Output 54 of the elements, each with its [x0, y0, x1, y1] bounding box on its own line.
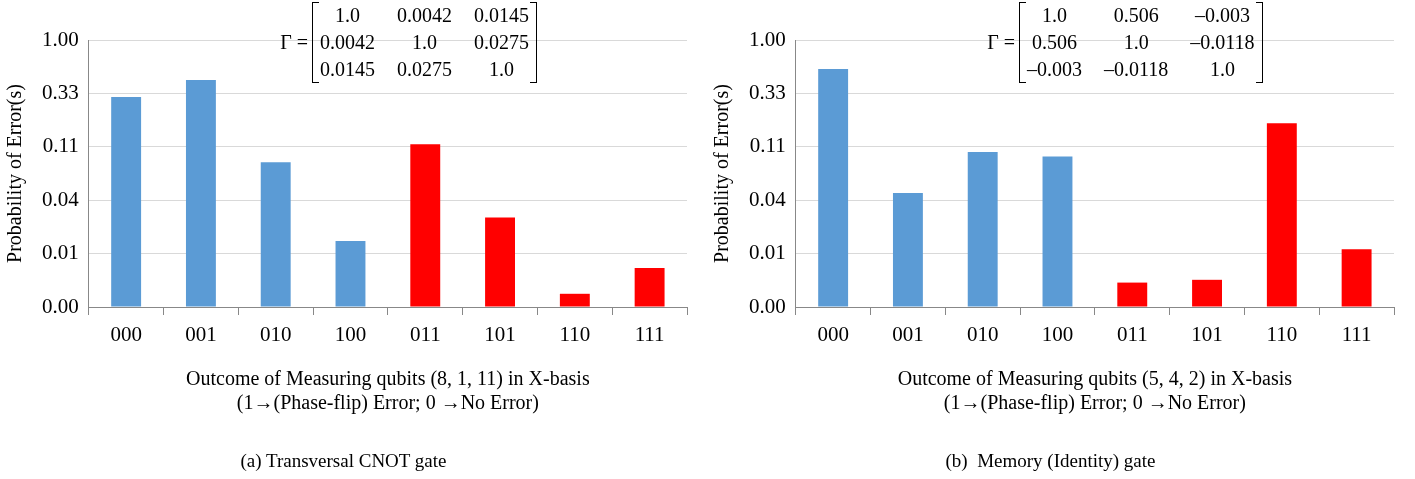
x-tick-label: 001 [892, 322, 924, 347]
x-tick-label: 010 [259, 322, 292, 347]
text: –0.003 [1193, 4, 1251, 27]
x-tick-label: 111 [634, 322, 665, 347]
text: (a) Transversal CNOT gate [240, 449, 447, 472]
y-tick-label: 0.11 [749, 133, 786, 158]
annotation: 0.0275 [397, 58, 453, 81]
y-tick-label: 1.00 [749, 26, 786, 51]
x-tick-label: 100 [334, 322, 367, 347]
y-axis-title: Probability of Error(s) [710, 84, 734, 263]
x-tick-label: 110 [559, 322, 591, 347]
text: 0.0145 [474, 4, 530, 27]
y-tick-label: 0.04 [42, 186, 80, 211]
annotation: 0.0275 [474, 31, 530, 54]
annotation: 1.0 [1122, 31, 1150, 54]
x-tick-label: 001 [185, 322, 217, 347]
x-tick-label: 000 [817, 322, 849, 347]
y-tick-label: 0.33 [42, 79, 79, 104]
annotation: –0.0118 [1190, 31, 1255, 54]
x-tick-label: 101 [1191, 322, 1223, 347]
annotation: 0.0042 [320, 31, 376, 54]
text: 1.0 [1041, 4, 1069, 27]
y-tick-label: 0.01 [749, 240, 786, 265]
annotation: 1.0 [488, 58, 516, 81]
x-tick-label: 010 [966, 322, 999, 347]
text: 0.0042 [397, 4, 453, 27]
annotation: 0.506 [1031, 31, 1079, 54]
annotation: Γ = [280, 31, 309, 54]
x-tick-label: 000 [110, 322, 142, 347]
y-tick-label: 1.00 [42, 26, 79, 51]
x-tick-label: 011 [409, 322, 441, 347]
x-tick-label: 110 [1266, 322, 1298, 347]
text: 0.506 [1112, 4, 1160, 27]
y-axis-title: Probability of Error(s) [3, 84, 27, 263]
y-tick-label: 0.11 [42, 133, 79, 158]
x-tick-label: 100 [1041, 322, 1074, 347]
y-tick-label: 0.33 [749, 79, 786, 104]
annotation: 1.0 [411, 31, 439, 54]
x-axis-title: Outcome of Measuring qubits (8, 1, 11) in X-basis (1→(Phase-flip) Error; 0 →No Error) [186, 367, 590, 415]
x-tick-label: 111 [1341, 322, 1372, 347]
annotation: 0.0145 [320, 58, 376, 81]
text: (b) Memory (Identity) gate [945, 449, 1156, 472]
y-tick-label: 0.00 [42, 293, 79, 318]
y-tick-label: 0.04 [749, 186, 787, 211]
x-tick-label: 011 [1116, 322, 1148, 347]
x-axis-title: Outcome of Measuring qubits (5, 4, 2) in X-basis (1→(Phase-flip) Error; 0 →No Error) [897, 367, 1293, 415]
y-tick-label: 0.00 [749, 293, 786, 318]
annotation: –0.0118 [1104, 58, 1169, 81]
annotation: Γ = [987, 31, 1016, 54]
annotation: –0.003 [1027, 58, 1083, 81]
text: 1.0 [334, 4, 362, 27]
y-tick-label: 0.01 [42, 240, 79, 265]
x-tick-label: 101 [484, 322, 516, 347]
annotation: 1.0 [1208, 58, 1236, 81]
